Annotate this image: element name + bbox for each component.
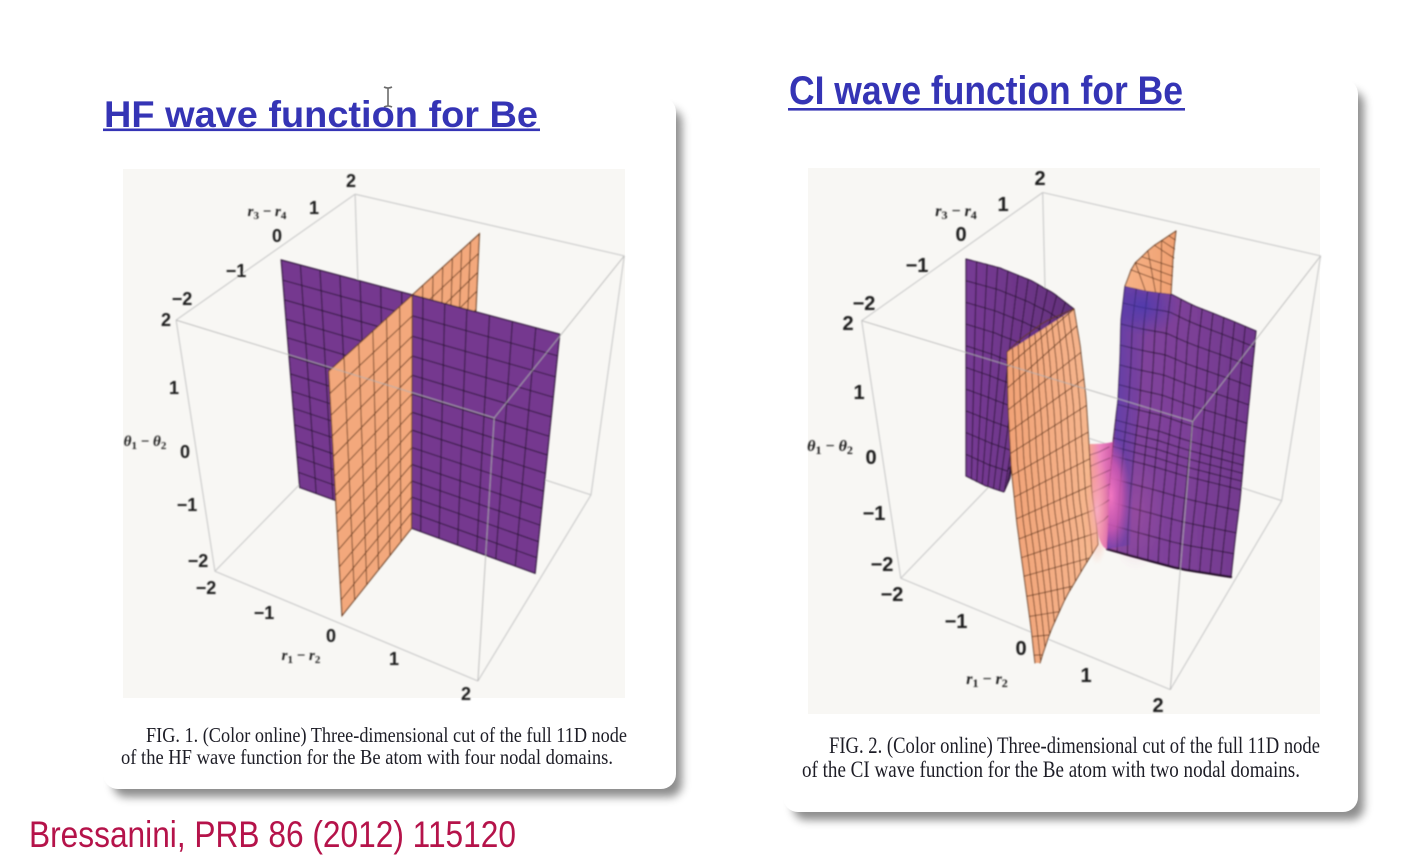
svg-text:1: 1 [169, 378, 179, 398]
svg-text:−1: −1 [177, 495, 198, 515]
svg-text:0: 0 [955, 224, 966, 246]
svg-text:−2: −2 [853, 293, 876, 315]
svg-text:−1: −1 [863, 503, 886, 525]
svg-text:−1: −1 [945, 611, 968, 633]
svg-text:θ1 − θ2: θ1 − θ2 [807, 438, 853, 457]
svg-text:FIG. 1. (Color online) Three-: FIG. 1. (Color online) Three-dimensional… [146, 723, 627, 747]
svg-text:0: 0 [272, 226, 282, 246]
svg-text:r1 − r2: r1 − r2 [282, 648, 321, 666]
svg-text:1: 1 [309, 198, 319, 218]
svg-text:1: 1 [389, 649, 399, 669]
svg-text:2: 2 [1152, 695, 1163, 717]
svg-text:1: 1 [997, 194, 1008, 216]
svg-text:Bressanini, PRB 86 (2012) 1151: Bressanini, PRB 86 (2012) 115120 [29, 814, 516, 855]
svg-text:−2: −2 [188, 551, 209, 571]
svg-text:2: 2 [161, 310, 171, 330]
svg-text:2: 2 [1034, 168, 1045, 190]
svg-text:FIG. 2. (Color online) Three-: FIG. 2. (Color online) Three-dimensional… [829, 734, 1320, 758]
svg-text:−2: −2 [196, 578, 217, 598]
svg-text:of the HF wave function for th: of the HF wave function for the Be atom … [121, 745, 613, 769]
svg-text:2: 2 [842, 313, 853, 335]
svg-text:0: 0 [865, 447, 876, 469]
svg-text:0: 0 [326, 626, 336, 646]
svg-text:θ1 − θ2: θ1 − θ2 [124, 434, 167, 452]
svg-text:−1: −1 [906, 255, 929, 277]
svg-text:CI wave function for Be: CI wave function for Be [789, 69, 1183, 113]
svg-text:2: 2 [461, 684, 471, 704]
svg-text:0: 0 [1015, 638, 1026, 660]
svg-text:−1: −1 [226, 261, 247, 281]
svg-text:0: 0 [180, 442, 190, 462]
svg-text:of the CI wave function for th: of the CI wave function for the Be atom … [802, 757, 1300, 782]
svg-text:−1: −1 [254, 603, 275, 623]
svg-text:HF wave function for Be: HF wave function for Be [104, 94, 538, 135]
svg-text:r1 − r2: r1 − r2 [966, 671, 1008, 690]
svg-text:1: 1 [853, 382, 864, 404]
svg-text:2: 2 [346, 171, 356, 191]
svg-text:−2: −2 [881, 584, 904, 606]
svg-text:−2: −2 [172, 289, 193, 309]
svg-text:r3 − r4: r3 − r4 [935, 203, 977, 222]
svg-text:1: 1 [1080, 665, 1091, 687]
svg-text:−2: −2 [871, 554, 894, 576]
svg-text:r3 − r4: r3 − r4 [248, 204, 287, 222]
